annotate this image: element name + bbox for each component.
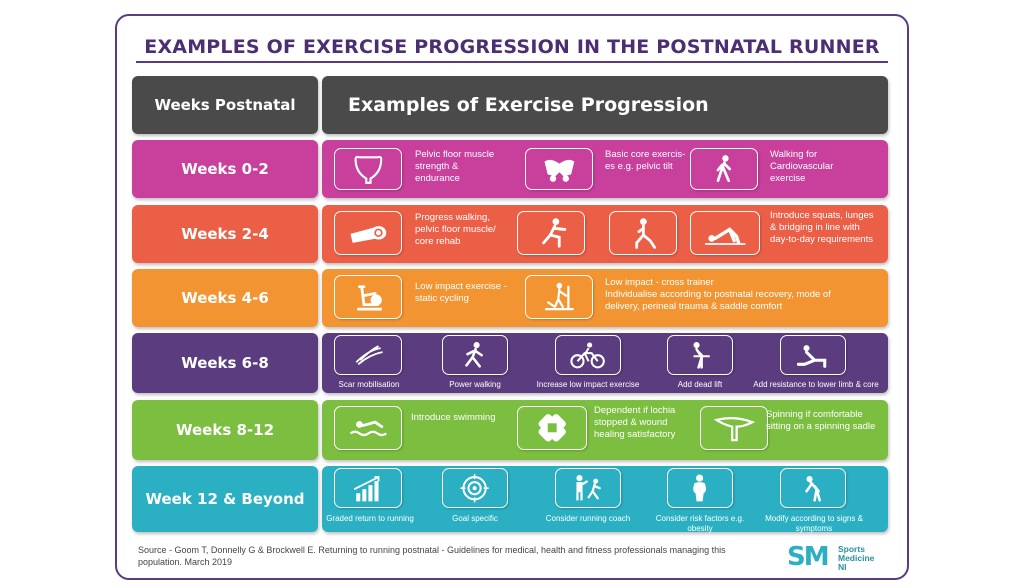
sports-medicine-logo-text: Sports Medicine NI (838, 545, 874, 572)
header-label-text: Weeks Postnatal (154, 96, 296, 114)
source-citation: Source - Goom T, Donnelly G & Brockwell … (138, 545, 726, 567)
header-title: Examples of Exercise Progression (348, 94, 709, 116)
header-panel: Examples of Exercise Progression (322, 76, 888, 134)
row-label-text: Week 12 & Beyond (145, 490, 305, 508)
resistance-icon (780, 335, 846, 375)
pelvis-icon (525, 148, 593, 190)
item-text: Low impact exercise - static cycling (415, 281, 507, 304)
exercise-bike-icon (334, 275, 402, 319)
bridge-icon (690, 211, 760, 255)
person-icon (667, 468, 733, 508)
item-text: Progress walking, pelvic floor muscle/ c… (415, 212, 496, 247)
row-label-weeks-2-4: Weeks 2-4 (132, 205, 318, 263)
row-label-weeks-4-6: Weeks 4-6 (132, 269, 318, 327)
row-label-weeks-0-2: Weeks 0-2 (132, 140, 318, 198)
item-caption: Consider risk factors e.g. obesity (655, 514, 745, 533)
bar-chart-icon (334, 468, 402, 508)
item-caption: Modify according to signs & symptoms (765, 514, 863, 533)
swimming-icon (334, 406, 402, 450)
scar-icon (334, 335, 402, 375)
cross-trainer-icon (525, 275, 593, 319)
row-panel-weeks-4-6: Low impact exercise - static cycling Low… (322, 269, 888, 327)
saddle-icon (700, 406, 768, 450)
item-text: Introduce squats, lunges & bridging in l… (770, 210, 874, 245)
row-label-week-12-beyond: Week 12 & Beyond (132, 466, 318, 532)
row-label-text: Weeks 8-12 (175, 421, 275, 439)
item-text: Introduce swimming (411, 412, 496, 423)
item-text: Basic core exercis- es e.g. pelvic tilt (605, 149, 686, 172)
title-divider (136, 61, 888, 63)
row-panel-week-12-beyond: Graded return to running Goal specific C… (322, 466, 888, 533)
row-panel-weeks-8-12: Introduce swimming Dependent if lochia s… (322, 400, 888, 460)
row-label-text: Weeks 4-6 (181, 289, 269, 307)
item-caption: Goal specific (452, 514, 498, 523)
row-panel-weeks-6-8: Scar mobilisation Power walking Increase… (322, 333, 888, 393)
item-text: Spinning if comfortable sitting on a spi… (766, 409, 876, 432)
cycling-icon (555, 335, 621, 375)
row-label-text: Weeks 2-4 (181, 225, 269, 243)
walking-icon (690, 148, 758, 190)
logo-line: NI (838, 562, 847, 572)
squat-icon (517, 211, 585, 255)
item-caption: Consider running coach (545, 514, 631, 523)
item-caption: Scar mobilisation (338, 380, 400, 389)
dead-lift-icon (667, 335, 733, 375)
power-walking-icon (442, 335, 508, 375)
item-text: Walking for Cardiovascular exercise (770, 149, 834, 184)
item-caption: Graded return to running (326, 514, 414, 523)
sports-medicine-logo-mark: SM (787, 542, 830, 572)
item-caption: Add dead lift (677, 380, 723, 389)
bandage-icon (517, 406, 587, 450)
running-coach-icon (555, 468, 621, 508)
row-label-text: Weeks 0-2 (181, 160, 269, 178)
item-caption: Add resistance to lower limb & core (753, 380, 879, 389)
row-panel-weeks-0-2: Pelvic floor muscle strength & endurance… (322, 140, 888, 198)
lunge-icon (609, 211, 677, 255)
logo-line: Sports (838, 544, 865, 554)
item-text: Pelvic floor muscle strength & endurance (415, 149, 495, 184)
item-caption: Increase low impact exercise (536, 380, 640, 389)
row-label-weeks-6-8: Weeks 6-8 (132, 333, 318, 393)
item-text: Dependent if lochia stopped & wound heal… (594, 405, 676, 440)
tired-person-icon (780, 468, 846, 508)
header-label: Weeks Postnatal (132, 76, 318, 134)
item-caption: Power walking (449, 380, 501, 389)
row-panel-weeks-2-4: Progress walking, pelvic floor muscle/ c… (322, 205, 888, 263)
row-label-text: Weeks 6-8 (181, 354, 269, 372)
logo-line: Medicine (838, 553, 875, 563)
target-icon (442, 468, 508, 508)
pelvic-floor-icon (334, 148, 402, 190)
item-text: Low impact - cross trainer Individualise… (605, 277, 831, 312)
page-title: EXAMPLES OF EXERCISE PROGRESSION IN THE … (144, 36, 880, 58)
yoga-mat-icon (334, 211, 402, 255)
row-label-weeks-8-12: Weeks 8-12 (132, 400, 318, 460)
